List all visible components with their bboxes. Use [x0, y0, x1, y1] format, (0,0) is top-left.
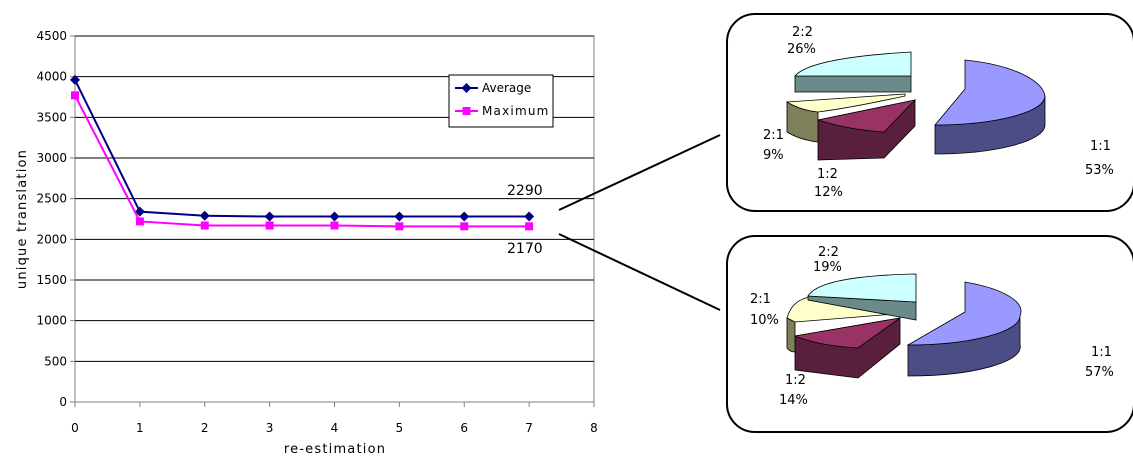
- legend-marker-average: [461, 83, 472, 93]
- pie-category-label: 1:1: [1090, 139, 1111, 154]
- annotation-maximum-value: 2170: [507, 241, 543, 257]
- pie-labels: 2:2 26% 2:1 9% 1:2 12% 1:1 53%: [763, 25, 1114, 200]
- annotation-average-value: 2290: [507, 183, 543, 199]
- data-point-maximum: [395, 222, 404, 231]
- x-tick-label: 5: [396, 421, 404, 435]
- x-tick-label: 1: [136, 421, 144, 435]
- pie-slice-1-2: [793, 317, 901, 349]
- pie-value-label: 10%: [750, 313, 779, 328]
- pie-slice-2-1: [786, 317, 796, 353]
- data-point-average: [394, 211, 405, 222]
- y-tick-label: 1000: [36, 314, 67, 328]
- pie-value-label: 19%: [813, 260, 842, 275]
- pie-slice-2-2: [794, 51, 912, 77]
- data-point-average: [524, 211, 535, 222]
- pie-value-label: 26%: [787, 42, 816, 57]
- data-point-average: [70, 74, 80, 85]
- pie-category-label: 1:1: [1091, 345, 1112, 360]
- pie-chart-bottom: 2:2 19% 2:1 10% 1:2 14% 1:1 57%: [726, 235, 1133, 433]
- data-point-maximum: [330, 221, 339, 230]
- data-point-maximum: [460, 222, 469, 231]
- pie-category-label: 1:2: [785, 373, 806, 388]
- pie-category-label: 1:2: [817, 167, 838, 182]
- pie-value-label: 9%: [763, 148, 784, 163]
- x-tick-label: 6: [460, 421, 468, 435]
- connector-line-top: [558, 134, 721, 211]
- data-point-maximum: [265, 221, 274, 230]
- data-point-average: [264, 211, 275, 222]
- data-point-maximum: [71, 91, 79, 100]
- y-tick-label: 3000: [36, 151, 67, 165]
- connector-line-bottom: [558, 233, 721, 311]
- x-tick-label: 2: [201, 421, 209, 435]
- data-point-average: [134, 206, 145, 217]
- y-tick-label: 2000: [36, 232, 67, 246]
- pie-slice-2-2: [794, 75, 912, 93]
- x-tick-label: 7: [525, 421, 533, 435]
- y-axis-label: unique translation: [15, 149, 30, 289]
- y-tick-label: 2500: [36, 192, 67, 206]
- x-tick-label: 0: [71, 421, 79, 435]
- x-tick-label: 4: [331, 421, 339, 435]
- legend-label-maximum: Maximum: [482, 104, 550, 118]
- x-tick-label: 3: [266, 421, 274, 435]
- pie-category-label: 2:1: [763, 128, 784, 143]
- x-axis-ticks: 0 1 2 3 4 5 6 7 8: [71, 402, 598, 435]
- pie-category-label: 2:2: [818, 245, 839, 260]
- data-point-average: [199, 210, 210, 221]
- series-layer: [70, 74, 535, 231]
- pie-value-label: 53%: [1085, 163, 1114, 178]
- x-tick-label: 8: [590, 421, 598, 435]
- pie-value-label: 57%: [1085, 365, 1114, 380]
- legend-marker-maximum: [462, 107, 471, 115]
- data-point-average: [329, 211, 340, 222]
- y-tick-label: 500: [44, 354, 67, 368]
- series-line-average: [74, 79, 530, 218]
- pie-slice-2-1: [785, 93, 906, 113]
- data-point-maximum: [525, 222, 534, 231]
- legend-label-average: Average: [482, 81, 531, 95]
- series-line-maximum: [74, 94, 530, 228]
- pie-slice-1-1: [934, 59, 1046, 126]
- legend: Average Maximum: [448, 74, 554, 128]
- data-point-maximum: [200, 221, 209, 230]
- pie-slice-2-2: [807, 273, 917, 303]
- y-axis-ticks: 0 500 1000 1500 2000 2500 3000 3500 4000 4500: [36, 29, 75, 409]
- pie-chart-top: 2:2 26% 2:1 9% 1:2 12% 1:1 53%: [726, 13, 1133, 212]
- data-point-maximum: [135, 217, 144, 226]
- pie-slice-1-2: [816, 99, 917, 133]
- y-tick-label: 1500: [36, 273, 67, 287]
- pie-category-label: 2:2: [792, 25, 813, 40]
- y-tick-label: 4500: [36, 29, 67, 43]
- pie-labels: 2:2 19% 2:1 10% 1:2 14% 1:1 57%: [750, 245, 1114, 408]
- pie-slice-2-1: [786, 101, 819, 143]
- y-tick-label: 0: [59, 395, 67, 409]
- y-tick-label: 3500: [36, 110, 67, 124]
- line-chart: 0 500 1000 1500 2000 2500 3000 3500 4000 4500 0 1 2…: [15, 29, 598, 457]
- pie-value-label: 14%: [779, 393, 808, 408]
- pie-category-label: 2:1: [750, 292, 771, 307]
- x-axis-label: re-estimation: [284, 442, 386, 457]
- pie-value-label: 12%: [814, 185, 843, 200]
- data-point-average: [459, 211, 470, 222]
- y-tick-label: 4000: [36, 70, 67, 84]
- pie-slice-1-1: [906, 281, 1022, 346]
